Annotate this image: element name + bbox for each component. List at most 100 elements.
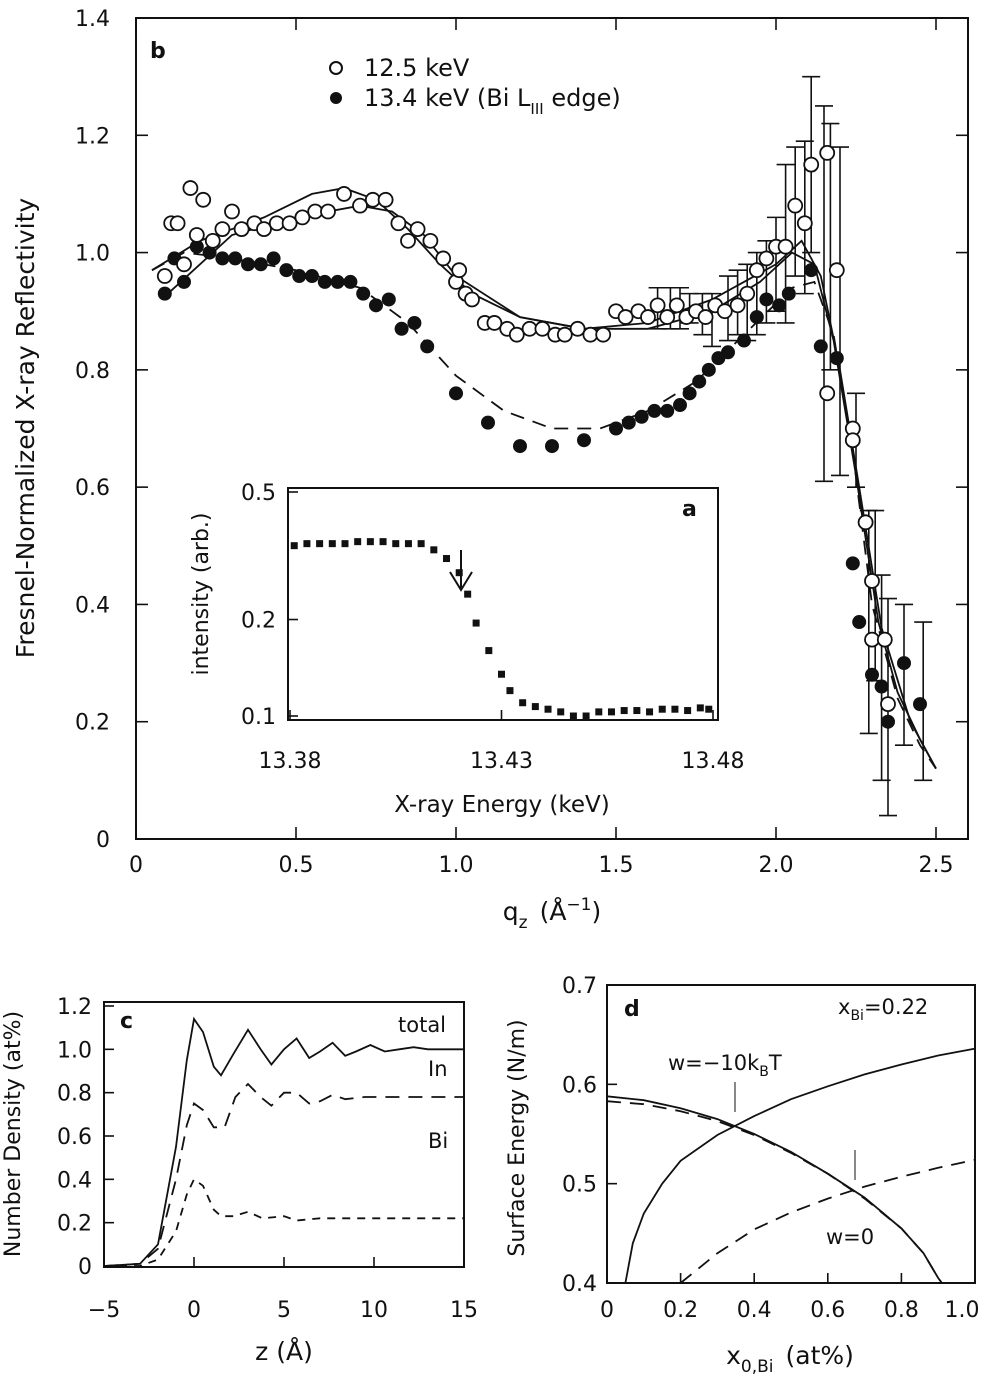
data-point-12-5-kev (803, 156, 820, 173)
data-point-13-4-kev (513, 439, 527, 454)
data-point-12-5-kev (233, 221, 250, 238)
y-tick-label: 0.4 (75, 593, 110, 618)
inset-data-point (696, 704, 704, 712)
panel-c-ticks: −5 0 5 10 15 0 0.2 0.4 0.6 0.8 1.0 1.2 (57, 995, 478, 1323)
data-point-12-5-kev (668, 297, 685, 314)
data-point-13-4-kev (865, 667, 879, 682)
y-tick-label: 0.4 (57, 1168, 92, 1193)
data-point-12-5-kev (697, 309, 714, 325)
data-point-13-4-kev (420, 339, 435, 354)
inset-data-point (582, 712, 590, 720)
panel-b-plot-frame (135, 17, 969, 840)
data-point-12-5-kev (876, 631, 893, 648)
y-tick-label: 0.2 (241, 609, 276, 634)
data-point-13-4-kev (279, 263, 294, 278)
data-point-13-4-kev (292, 269, 307, 284)
data-point-12-5-kev (390, 215, 407, 232)
data-point-12-5-kev (435, 250, 452, 267)
data-point-12-5-kev (182, 180, 199, 196)
panel-c-x-axis-label: z (Å) (255, 1337, 313, 1366)
data-point-12-5-kev (729, 297, 746, 314)
legend-label-12-5-kev: 12.5 keV (364, 54, 470, 82)
y-tick-label: 0.2 (57, 1212, 92, 1237)
data-point-13-4-kev (781, 286, 796, 301)
data-point-13-4-kev (913, 697, 927, 712)
data-point-13-4-kev (253, 257, 268, 272)
inset-data-point (404, 540, 412, 548)
data-point-12-5-kev (748, 262, 765, 279)
data-point-12-5-kev (364, 191, 381, 208)
inset-data-point (607, 708, 615, 716)
data-point-13-4-kev (266, 251, 281, 266)
data-point-13-4-kev (721, 345, 735, 360)
annotation-x-bi: xBi=0.22 (838, 995, 928, 1024)
surface-energy-curve-solid (624, 1047, 976, 1284)
data-point-13-4-kev (621, 415, 636, 430)
inset-data-point (341, 540, 349, 548)
data-point-13-4-kev (177, 274, 191, 289)
y-tick-label: 0.4 (562, 1272, 597, 1297)
data-point-13-4-kev (305, 269, 319, 284)
panel-c-y-axis-label: Number Density (at%) (1, 1011, 26, 1257)
data-point-13-4-kev (215, 251, 230, 266)
data-point-13-4-kev (660, 403, 675, 418)
y-tick-label: 1.2 (57, 995, 92, 1020)
surface-energy-curve-solid (606, 1095, 943, 1284)
data-point-13-4-kev (189, 239, 204, 254)
curve-label-in: In (428, 1057, 448, 1081)
data-point-12-5-kev (534, 320, 551, 337)
data-point-13-4-kev (682, 386, 697, 401)
data-point-12-5-kev (195, 191, 212, 208)
inset-data-point (303, 540, 311, 548)
data-point-12-5-kev (156, 268, 173, 284)
data-point-13-4-kev (692, 374, 707, 389)
data-point-12-5-kev (294, 209, 311, 226)
data-point-12-5-kev (819, 144, 836, 161)
data-point-12-5-kev (464, 291, 480, 308)
inset-data-point (354, 538, 362, 546)
data-point-13-4-kev (449, 386, 463, 401)
curve-in (103, 1082, 464, 1267)
data-point-12-5-kev (214, 221, 231, 238)
data-point-12-5-kev (857, 514, 874, 531)
data-point-12-5-kev (880, 696, 896, 713)
data-point-13-4-kev (804, 263, 819, 278)
data-point-12-5-kev (864, 573, 880, 589)
inset-data-point (595, 708, 603, 716)
panel-d-ticks: 0 0.2 0.4 0.6 0.8 1.0 0.4 0.5 0.6 0.7 (562, 974, 980, 1323)
x-tick-label: 0.4 (737, 1298, 772, 1323)
data-point-13-4-kev (481, 415, 495, 430)
panel-b-data-points (156, 144, 927, 729)
data-point-12-5-kev (400, 232, 416, 249)
x-tick-label: 10 (360, 1298, 388, 1323)
data-point-13-4-kev (772, 298, 787, 313)
annotation-w-minus-10kbt: w=−10kBT (668, 1051, 782, 1080)
data-point-13-4-kev (829, 351, 844, 366)
data-point-12-5-kev (188, 227, 205, 243)
y-tick-label: 1.0 (75, 242, 110, 267)
data-point-13-4-kev (634, 409, 649, 424)
panel-d-plot-frame (606, 984, 976, 1284)
x-tick-label: 1.0 (439, 853, 474, 878)
data-point-12-5-kev (377, 191, 394, 208)
y-tick-label: 0.1 (241, 705, 276, 730)
data-point-12-5-kev (281, 215, 298, 232)
x-tick-label: 13.43 (470, 749, 533, 774)
inset-data-point (498, 670, 505, 678)
surface-energy-curve-dashed (606, 1100, 943, 1284)
inset-data-point (684, 707, 692, 715)
panel-a-label: a (682, 497, 697, 522)
data-point-13-4-kev (545, 439, 559, 454)
inset-data-point (705, 705, 713, 713)
data-point-13-4-kev (317, 274, 332, 289)
inset-data-point (633, 707, 641, 715)
inset-data-point (464, 590, 472, 598)
x-tick-label: 5 (277, 1298, 291, 1323)
data-point-13-4-kev (881, 714, 895, 729)
data-point-12-5-kev (787, 197, 804, 214)
legend-open-circle-marker (329, 61, 343, 75)
x-tick-label: 0.5 (279, 853, 314, 878)
data-point-12-5-kev (508, 326, 525, 343)
data-point-13-4-kev (701, 362, 716, 377)
data-point-13-4-kev (202, 245, 217, 260)
